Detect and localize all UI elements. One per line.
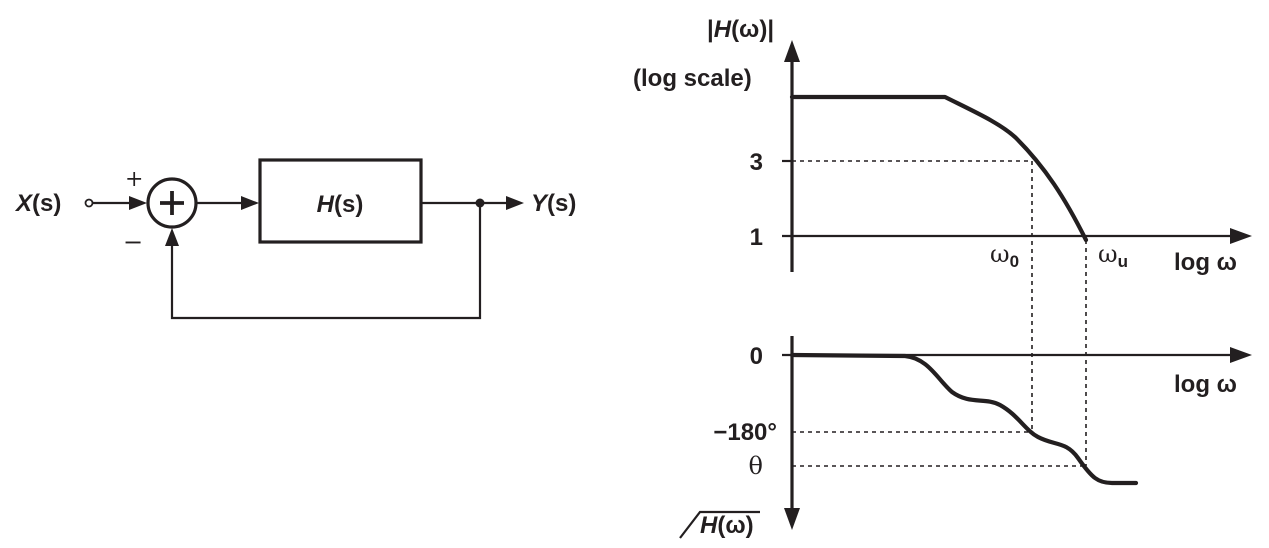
phase-tick-0: 0: [750, 343, 763, 370]
phase-tick-theta: θ: [749, 452, 763, 480]
angle-icon: [679, 510, 760, 539]
phase-tick-180: −180°: [713, 419, 777, 446]
omegau-label: ωu: [1098, 240, 1128, 271]
summing-junction: [146, 177, 198, 229]
magnitude-plot: |H(ω)| (log scale) 3 1 ω0 ωu log ω: [633, 16, 1252, 276]
magnitude-curve: [789, 94, 1089, 243]
magnitude-tick-1: 1: [750, 224, 763, 251]
transfer-function-block: [258, 158, 423, 244]
omega0-label: ω0: [990, 240, 1019, 271]
magnitude-tick-3: 3: [750, 149, 763, 176]
feedback-path: [165, 203, 482, 320]
magnitude-scale-label: (log scale): [633, 65, 752, 92]
svg-text:H(ω): H(ω): [700, 512, 754, 539]
phase-x-label: log ω: [1174, 371, 1237, 398]
input-label: X(s): [14, 190, 61, 217]
output-arrow: [421, 196, 524, 210]
block-diagram: X(s) + − H(s) Y(s): [14, 158, 576, 320]
block-label: H(s): [317, 191, 364, 218]
phase-plot: 0 −180° θ log ω H(ω): [679, 336, 1252, 539]
minus-sign: −: [123, 228, 143, 256]
plus-sign: +: [125, 167, 143, 192]
phase-y-label: H(ω): [679, 510, 760, 539]
magnitude-y-label: |H(ω)|: [707, 16, 774, 43]
input-arrow: [93, 196, 147, 210]
input-terminal: [84, 198, 94, 208]
magnitude-x-label: log ω: [1174, 249, 1237, 276]
output-label: Y(s): [531, 190, 576, 217]
phase-curve: [789, 352, 1139, 486]
forward-arrow: [196, 196, 259, 210]
